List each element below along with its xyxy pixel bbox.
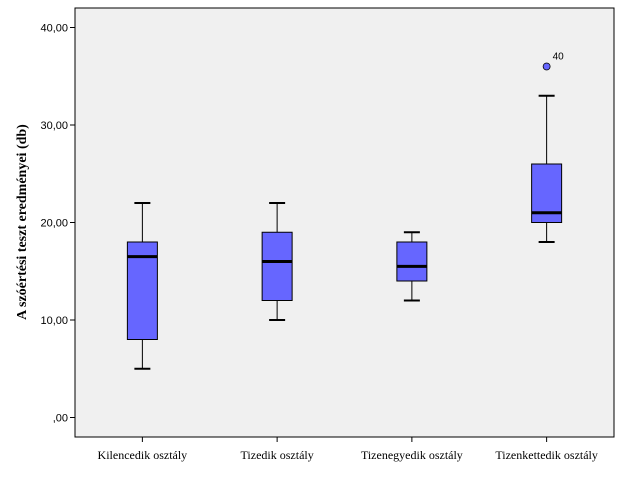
iqr-box — [126, 241, 158, 340]
y-axis: ,00 10,00 20,00 30,00 40,00 — [40, 23, 75, 425]
y-tick-label: ,00 — [53, 413, 68, 425]
iqr-box — [261, 231, 293, 301]
x-tick-label: Kilencedik osztály — [98, 448, 188, 462]
y-tick-label: 10,00 — [40, 315, 68, 327]
box-3 — [396, 231, 428, 302]
x-tick-label: Tizenkettedik osztály — [495, 448, 598, 462]
boxes: 40 — [126, 52, 565, 370]
iqr-box — [396, 241, 428, 282]
outlier-label: 40 — [553, 52, 565, 63]
x-tick-label: Tizenegyedik osztály — [361, 448, 463, 462]
y-tick-label: 20,00 — [40, 218, 68, 230]
plot-area — [74, 7, 615, 438]
outlier-point — [542, 62, 551, 71]
box-4: 40 — [531, 52, 565, 243]
y-axis-title: A szóértési teszt eredményei (db) — [15, 124, 30, 320]
y-tick-label: 40,00 — [40, 23, 68, 35]
x-tick-label: Tizedik osztály — [241, 448, 314, 462]
box-2 — [261, 202, 293, 321]
x-axis: Kilencedik osztály Tizedik osztály Tizeneg… — [98, 437, 598, 462]
box-1 — [126, 202, 158, 370]
y-tick-label: 30,00 — [40, 120, 68, 132]
